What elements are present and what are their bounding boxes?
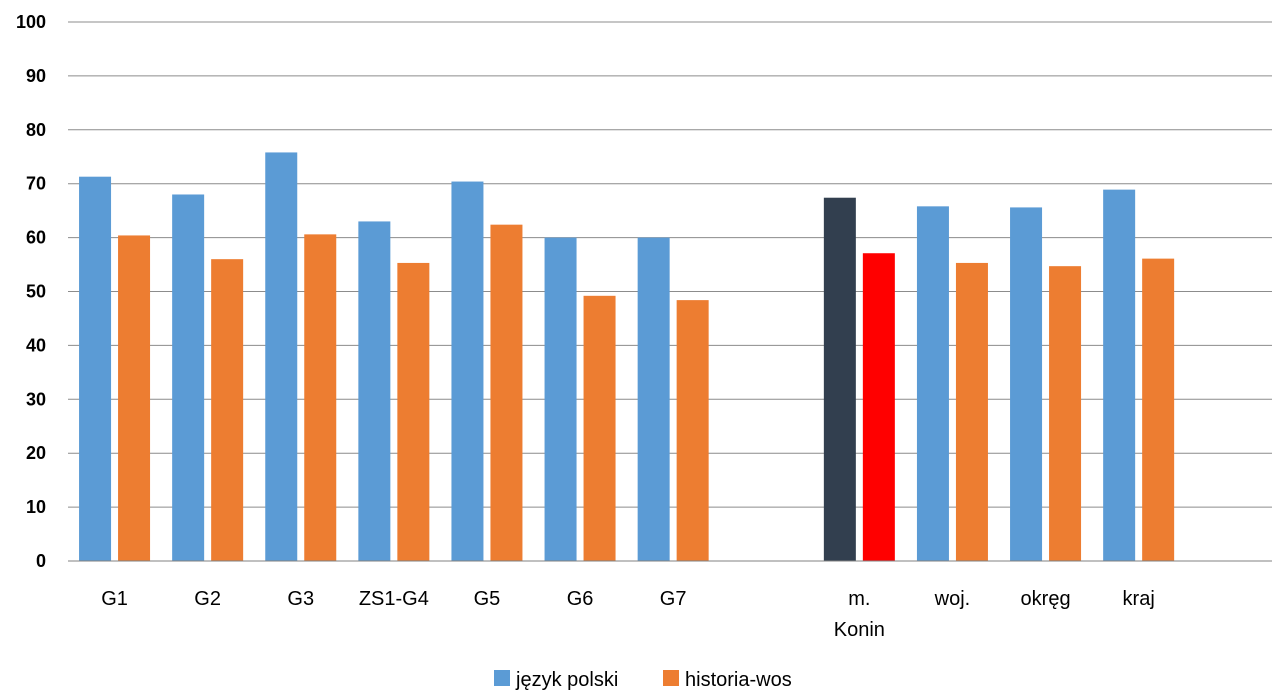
y-tick-label: 10	[26, 497, 46, 517]
y-tick-label: 100	[16, 12, 46, 32]
y-tick-label: 0	[36, 551, 46, 571]
bar-jezyk-polski	[358, 221, 391, 561]
y-axis-ticks: 0 10 20 30 40 50 60 70 80 90 100	[16, 12, 46, 571]
x-category-label: ZS1-G4	[359, 588, 429, 610]
gridlines	[68, 21, 1272, 508]
y-tick-label: 80	[26, 120, 46, 140]
legend-label: język polski	[515, 669, 618, 690]
bar-jezyk-polski	[823, 197, 856, 562]
legend-swatch-jezyk-polski	[494, 670, 510, 686]
bar-jezyk-polski	[79, 176, 112, 561]
bar-jezyk-polski	[172, 194, 205, 562]
bar-historia-wos	[955, 262, 988, 561]
y-tick-label: 90	[26, 66, 46, 86]
bar-historia-wos	[118, 235, 151, 561]
bar-historia-wos	[583, 295, 616, 561]
bar-jezyk-polski	[451, 181, 484, 561]
bar-historia-wos	[1142, 258, 1175, 561]
y-tick-label: 50	[26, 282, 46, 302]
bar-jezyk-polski	[1010, 207, 1043, 561]
bar-jezyk-polski	[544, 237, 577, 561]
bar-historia-wos	[1049, 266, 1082, 561]
x-category-label: G1	[101, 588, 128, 610]
x-axis-labels: G1 G2 G3 ZS1-G4 G5 G6 G7 m. Konin woj. okręg kraj	[101, 588, 1155, 641]
y-tick-label: 30	[26, 389, 46, 409]
y-tick-label: 70	[26, 174, 46, 194]
x-category-label: G6	[567, 588, 594, 610]
x-category-label: woj.	[934, 588, 971, 610]
y-tick-label: 20	[26, 443, 46, 463]
bar-historia-wos	[490, 224, 523, 561]
x-category-label: G2	[194, 588, 221, 610]
bar-jezyk-polski	[916, 206, 949, 561]
x-category-label: G7	[660, 588, 687, 610]
legend: język polski historia-wos	[494, 669, 792, 690]
x-category-label: Konin	[834, 619, 885, 641]
x-category-label: okręg	[1021, 588, 1071, 610]
x-category-label: G5	[474, 588, 501, 610]
bar-jezyk-polski	[637, 237, 670, 561]
bar-historia-wos	[211, 259, 244, 561]
bars	[79, 152, 1175, 562]
bar-jezyk-polski	[265, 152, 298, 562]
legend-label: historia-wos	[685, 669, 792, 690]
bar-historia-wos	[304, 234, 337, 561]
bar-historia-wos	[397, 262, 430, 561]
y-tick-label: 40	[26, 335, 46, 355]
bar-historia-wos	[676, 300, 709, 561]
y-tick-label: 60	[26, 228, 46, 248]
legend-swatch-historia-wos	[663, 670, 679, 686]
bar-historia-wos	[862, 253, 895, 561]
bar-jezyk-polski	[1103, 189, 1136, 561]
x-category-label: G3	[287, 588, 314, 610]
x-category-label: kraj	[1123, 588, 1155, 610]
x-category-label: m.	[848, 588, 870, 610]
